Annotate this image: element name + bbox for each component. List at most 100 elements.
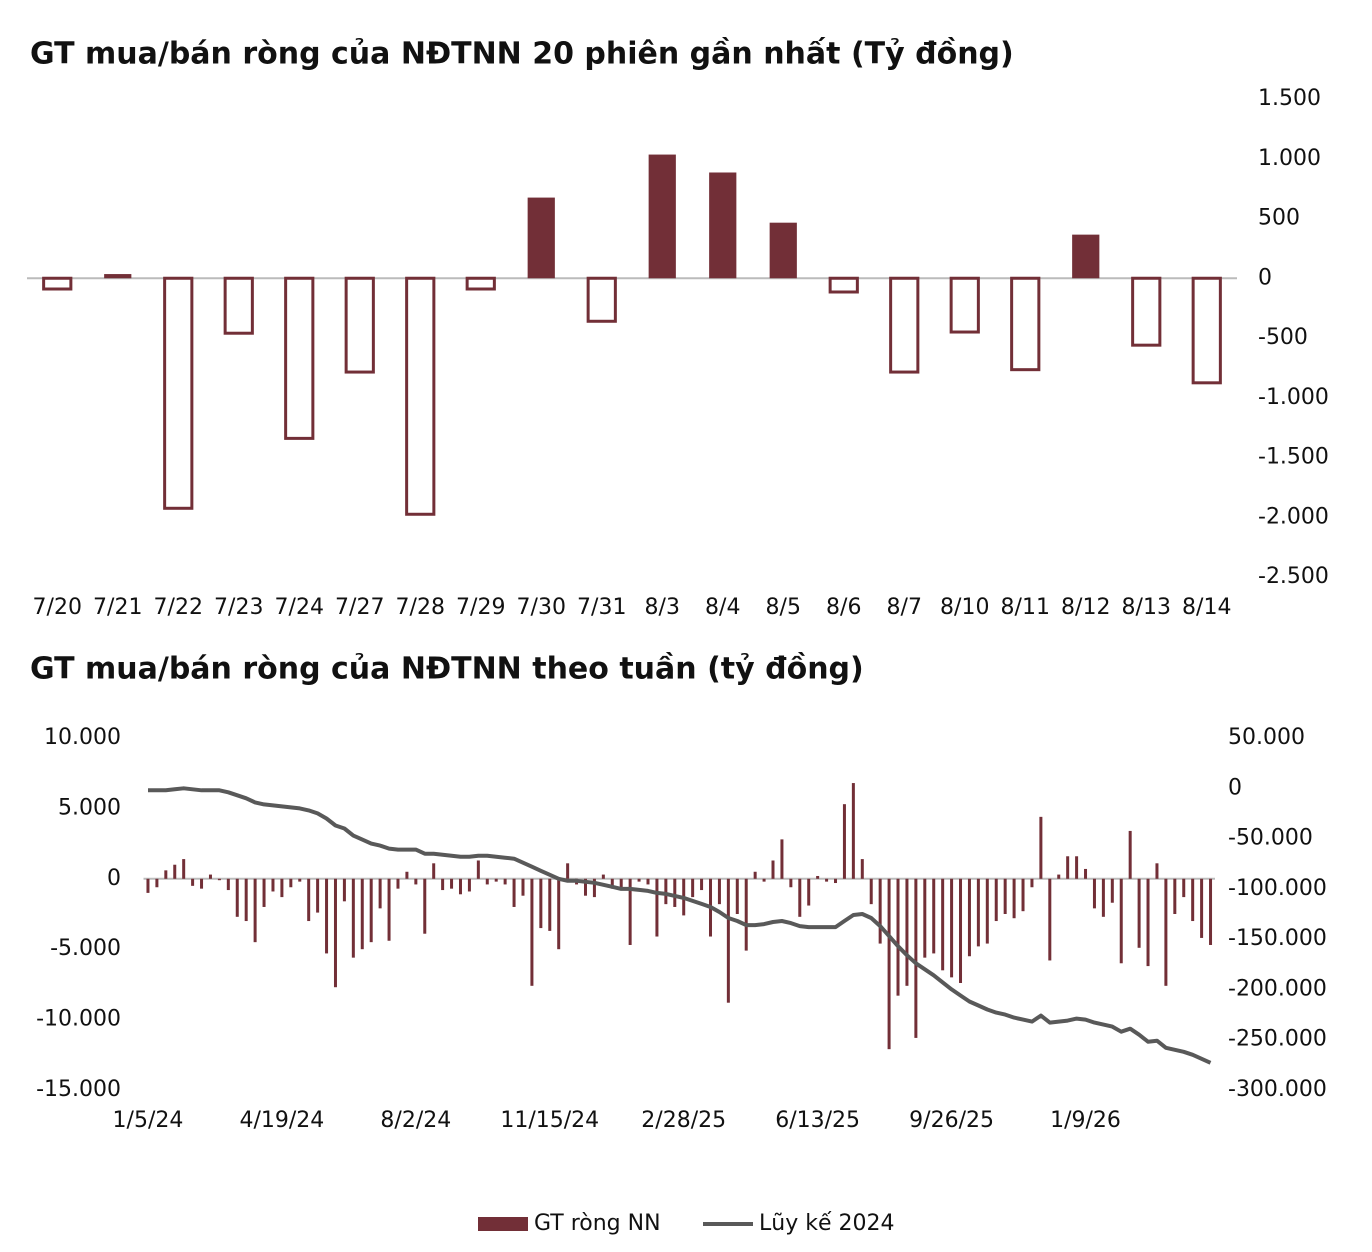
bar bbox=[235, 878, 239, 917]
x-tick-label: 1/5/24 bbox=[113, 1108, 184, 1133]
bar bbox=[889, 276, 920, 374]
bar bbox=[557, 878, 561, 950]
x-tick-label: 8/6 bbox=[826, 595, 861, 620]
bar bbox=[709, 172, 737, 279]
bar bbox=[539, 878, 543, 929]
bar bbox=[807, 878, 811, 906]
bar bbox=[253, 878, 257, 943]
bar bbox=[164, 870, 168, 879]
bar bbox=[762, 878, 766, 882]
y-tick-label: -500 bbox=[1258, 325, 1308, 350]
bar bbox=[244, 878, 248, 922]
bar bbox=[387, 878, 391, 941]
bar bbox=[521, 878, 525, 896]
bar bbox=[414, 878, 418, 885]
bar bbox=[527, 197, 555, 279]
bar bbox=[753, 871, 757, 879]
bar bbox=[825, 878, 829, 882]
bar bbox=[851, 783, 855, 879]
bar bbox=[860, 859, 864, 879]
bar bbox=[691, 878, 695, 898]
bar bbox=[307, 878, 311, 922]
bar bbox=[146, 878, 150, 893]
bar bbox=[548, 878, 552, 931]
bar bbox=[583, 878, 587, 896]
bar bbox=[744, 878, 748, 951]
bar bbox=[1200, 878, 1204, 938]
x-tick-label: 4/19/24 bbox=[239, 1108, 324, 1133]
legend-swatch bbox=[478, 1217, 528, 1231]
bar bbox=[1066, 856, 1070, 879]
bar bbox=[223, 276, 254, 335]
bar bbox=[655, 878, 659, 937]
bar bbox=[1092, 878, 1096, 909]
bar bbox=[458, 878, 462, 895]
bar bbox=[619, 878, 623, 889]
bar bbox=[932, 878, 936, 954]
bar bbox=[959, 878, 963, 983]
bar bbox=[351, 878, 355, 958]
bar bbox=[182, 859, 186, 879]
bar bbox=[465, 276, 496, 291]
y2-tick-label: 0 bbox=[1228, 775, 1242, 800]
bar bbox=[104, 274, 132, 279]
y-tick-label: -5.000 bbox=[50, 936, 121, 961]
bar bbox=[512, 878, 516, 907]
y-tick-label: 10.000 bbox=[44, 725, 121, 750]
bar bbox=[378, 878, 382, 909]
x-tick-label: 1/9/26 bbox=[1050, 1108, 1121, 1133]
bar bbox=[333, 878, 337, 988]
bar bbox=[950, 878, 954, 978]
x-tick-label: 7/31 bbox=[577, 595, 626, 620]
bar bbox=[887, 878, 891, 1050]
bar bbox=[878, 878, 882, 944]
bar bbox=[1119, 878, 1123, 964]
y-tick-label: -10.000 bbox=[36, 1007, 121, 1032]
y-tick-label: 1.000 bbox=[1258, 146, 1321, 171]
bar bbox=[1084, 868, 1088, 879]
bar bbox=[405, 276, 436, 516]
bar bbox=[405, 871, 409, 879]
bar bbox=[1128, 830, 1132, 879]
bar bbox=[485, 878, 489, 885]
y2-tick-label: -50.000 bbox=[1228, 826, 1313, 851]
bar bbox=[1131, 276, 1162, 347]
bar bbox=[467, 878, 471, 892]
bar bbox=[717, 878, 721, 905]
bar bbox=[423, 878, 427, 934]
bar bbox=[896, 878, 900, 996]
bar bbox=[914, 878, 918, 1038]
bar bbox=[1030, 878, 1034, 888]
chart-title: GT mua/bán ròng của NĐTNN theo tuần (tỷ … bbox=[30, 652, 864, 687]
y-tick-label: 1.500 bbox=[1258, 86, 1321, 111]
x-tick-label: 7/20 bbox=[33, 595, 82, 620]
bar bbox=[289, 878, 293, 888]
bar bbox=[1146, 878, 1150, 967]
y-tick-label: -15.000 bbox=[36, 1077, 121, 1102]
bar bbox=[967, 878, 971, 957]
x-tick-label: 8/10 bbox=[940, 595, 989, 620]
x-tick-label: 8/11 bbox=[1001, 595, 1050, 620]
bar bbox=[369, 878, 373, 943]
bar bbox=[1101, 878, 1105, 917]
bar bbox=[191, 878, 195, 886]
bar bbox=[842, 804, 846, 879]
x-tick-label: 8/2/24 bbox=[380, 1108, 451, 1133]
bar bbox=[1191, 878, 1195, 922]
bar bbox=[869, 878, 873, 905]
x-tick-label: 8/12 bbox=[1061, 595, 1110, 620]
x-tick-label: 8/7 bbox=[887, 595, 922, 620]
y-tick-label: 0 bbox=[1258, 265, 1272, 290]
y2-tick-label: -250.000 bbox=[1228, 1027, 1327, 1052]
bar bbox=[771, 860, 775, 879]
y2-tick-label: -300.000 bbox=[1228, 1077, 1327, 1102]
y2-tick-label: -100.000 bbox=[1228, 876, 1327, 901]
bar bbox=[769, 222, 797, 279]
bar bbox=[994, 878, 998, 922]
bar bbox=[494, 878, 498, 882]
x-tick-label: 8/13 bbox=[1122, 595, 1171, 620]
bar bbox=[325, 878, 329, 954]
x-tick-label: 7/29 bbox=[456, 595, 505, 620]
bar bbox=[208, 874, 212, 879]
bar bbox=[1012, 878, 1016, 919]
